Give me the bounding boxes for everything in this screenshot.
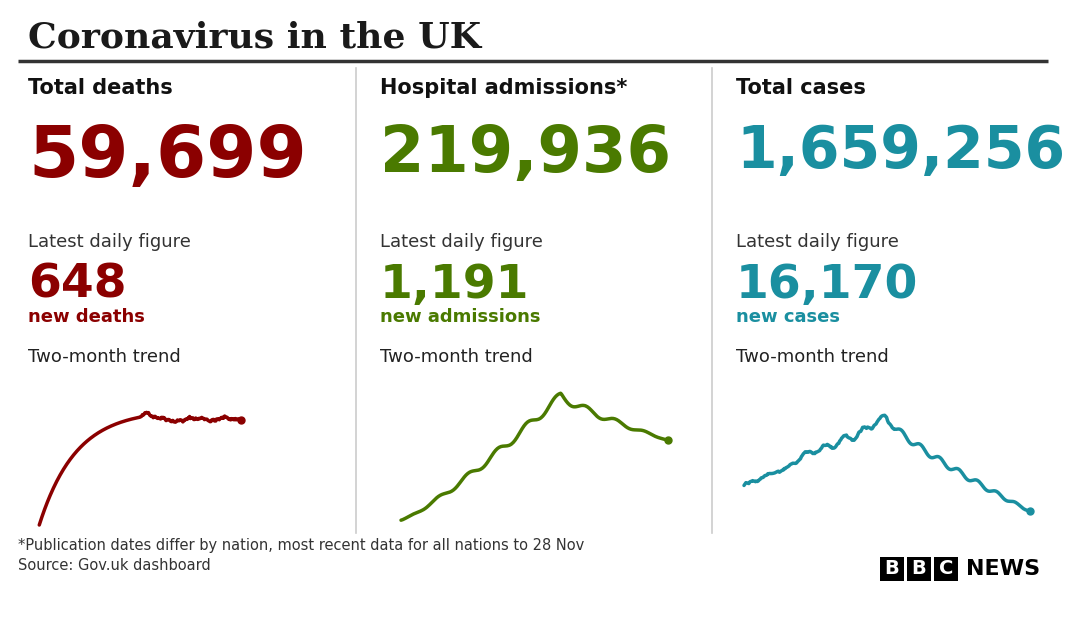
Text: Two-month trend: Two-month trend xyxy=(736,348,889,366)
Text: 648: 648 xyxy=(28,263,127,308)
Text: Latest daily figure: Latest daily figure xyxy=(736,233,899,251)
Text: Total cases: Total cases xyxy=(736,78,866,98)
Text: new deaths: new deaths xyxy=(28,308,145,326)
Text: new admissions: new admissions xyxy=(379,308,540,326)
Text: Latest daily figure: Latest daily figure xyxy=(379,233,543,251)
FancyBboxPatch shape xyxy=(881,557,904,581)
Text: 1,191: 1,191 xyxy=(379,263,530,308)
Text: C: C xyxy=(939,560,953,579)
Text: Total deaths: Total deaths xyxy=(28,78,173,98)
Text: B: B xyxy=(911,560,926,579)
Text: *Publication dates differ by nation, most recent data for all nations to 28 Nov: *Publication dates differ by nation, mos… xyxy=(18,538,584,553)
Text: Two-month trend: Two-month trend xyxy=(28,348,181,366)
Text: 219,936: 219,936 xyxy=(379,123,672,185)
Text: Latest daily figure: Latest daily figure xyxy=(28,233,191,251)
Text: NEWS: NEWS xyxy=(966,559,1040,579)
Text: B: B xyxy=(885,560,900,579)
Text: Coronavirus in the UK: Coronavirus in the UK xyxy=(28,20,481,54)
Text: Source: Gov.uk dashboard: Source: Gov.uk dashboard xyxy=(18,558,211,573)
Text: 16,170: 16,170 xyxy=(736,263,919,308)
Text: 1,659,256: 1,659,256 xyxy=(736,123,1065,180)
Text: Hospital admissions*: Hospital admissions* xyxy=(379,78,628,98)
FancyBboxPatch shape xyxy=(907,557,931,581)
Text: 59,699: 59,699 xyxy=(28,123,307,192)
Text: Two-month trend: Two-month trend xyxy=(379,348,533,366)
FancyBboxPatch shape xyxy=(934,557,958,581)
Text: new cases: new cases xyxy=(736,308,840,326)
